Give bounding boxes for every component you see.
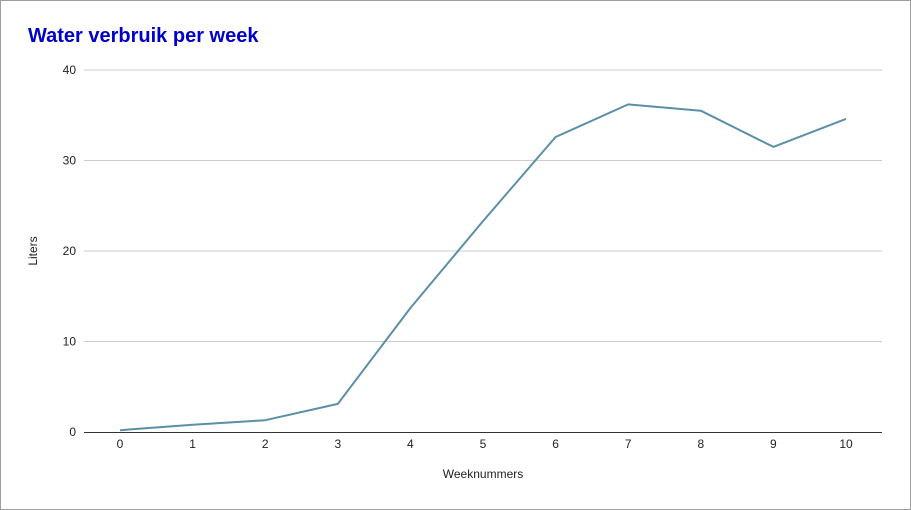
x-tick-label: 9 bbox=[770, 437, 777, 451]
x-tick-label: 10 bbox=[839, 437, 853, 451]
y-tick-labels: 0 10 20 30 40 bbox=[63, 63, 77, 439]
x-tick-label: 2 bbox=[262, 437, 269, 451]
x-tick-label: 5 bbox=[480, 437, 487, 451]
y-axis-label: Liters bbox=[26, 236, 40, 265]
y-tick-label: 30 bbox=[63, 154, 77, 168]
y-tick-label: 20 bbox=[63, 244, 77, 258]
grid-lines bbox=[84, 69, 882, 342]
x-tick-label: 8 bbox=[697, 437, 704, 451]
x-tick-label: 6 bbox=[552, 437, 559, 451]
y-tick-label: 10 bbox=[63, 335, 77, 349]
x-axis-label: Weeknummers bbox=[443, 467, 523, 481]
y-tick-label: 0 bbox=[69, 425, 76, 439]
x-tick-label: 4 bbox=[407, 437, 414, 451]
chart-title: Water verbruik per week bbox=[28, 25, 259, 47]
y-tick-label: 40 bbox=[63, 63, 77, 77]
x-tick-label: 0 bbox=[117, 437, 124, 451]
x-tick-label: 3 bbox=[334, 437, 341, 451]
series-line bbox=[119, 103, 847, 432]
x-tick-labels: 0 1 2 3 4 5 6 7 8 9 10 bbox=[117, 437, 853, 451]
x-tick-label: 1 bbox=[189, 437, 196, 451]
x-tick-label: 7 bbox=[625, 437, 632, 451]
